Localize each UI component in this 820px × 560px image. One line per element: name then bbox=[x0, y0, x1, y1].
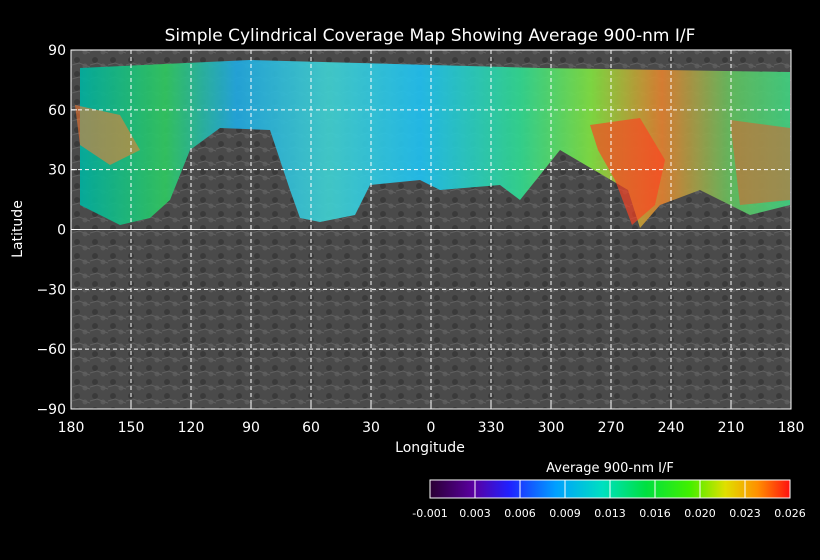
high-if-region-right bbox=[590, 118, 665, 225]
colorbar-tick-label: 0.013 bbox=[594, 507, 626, 520]
x-tick-label: 120 bbox=[178, 420, 205, 436]
x-tick-label: 30 bbox=[362, 420, 380, 436]
colorbar-tick-label: 0.006 bbox=[504, 507, 536, 520]
colorbar-label: Average 900-nm I/F bbox=[546, 461, 674, 476]
x-tick-label: 240 bbox=[658, 420, 685, 436]
coverage-band bbox=[80, 60, 790, 228]
grid-lines bbox=[71, 50, 791, 409]
x-tick-label: 0 bbox=[427, 420, 436, 436]
x-tick-label: 180 bbox=[58, 420, 85, 436]
y-axis-label: Latitude bbox=[10, 200, 26, 258]
y-tick-label: −30 bbox=[36, 282, 66, 298]
high-if-region-far-right bbox=[730, 120, 790, 205]
colorbar-tick-label: -0.001 bbox=[412, 507, 447, 520]
colorbar: Average 900-nm I/F -0.001 0.003 0.006 0.009… bbox=[412, 461, 805, 520]
x-tick-label: 180 bbox=[778, 420, 805, 436]
y-tick-label: −60 bbox=[36, 342, 66, 358]
high-if-region-left bbox=[75, 105, 140, 165]
y-tick-label: −90 bbox=[36, 402, 66, 418]
x-tick-label: 150 bbox=[118, 420, 145, 436]
x-tick-label: 90 bbox=[242, 420, 260, 436]
colorbar-tick-label: 0.003 bbox=[459, 507, 491, 520]
colorbar-tick-label: 0.020 bbox=[684, 507, 716, 520]
y-tick-label: 30 bbox=[48, 163, 66, 179]
plot-area: 180 150 120 90 60 30 0 330 300 270 240 210 180 90603… bbox=[36, 43, 804, 436]
x-axis-label: Longitude bbox=[395, 440, 465, 456]
x-tick-label: 270 bbox=[598, 420, 625, 436]
x-axis-ticks: 180 150 120 90 60 30 0 330 300 270 240 210 180 bbox=[58, 403, 805, 436]
colorbar-tick-label: 0.016 bbox=[639, 507, 671, 520]
colorbar-tick-label: 0.009 bbox=[549, 507, 581, 520]
y-tick-label: 60 bbox=[48, 103, 66, 119]
y-axis-ticks: 90 60 30 0 −30 −60 −90 bbox=[36, 43, 77, 418]
x-tick-label: 60 bbox=[302, 420, 320, 436]
colorbar-tick-label: 0.023 bbox=[729, 507, 761, 520]
y-tick-label: 0 bbox=[57, 223, 66, 239]
x-tick-label: 330 bbox=[478, 420, 505, 436]
x-tick-label: 300 bbox=[538, 420, 565, 436]
x-tick-label: 210 bbox=[718, 420, 745, 436]
y-tick-label: 90 bbox=[48, 43, 66, 59]
colorbar-tick-label: 0.026 bbox=[774, 507, 806, 520]
chart-title: Simple Cylindrical Coverage Map Showing … bbox=[165, 26, 696, 46]
colorbar-ticks: -0.001 0.003 0.006 0.009 0.013 0.016 0.020 0.02… bbox=[412, 480, 806, 520]
